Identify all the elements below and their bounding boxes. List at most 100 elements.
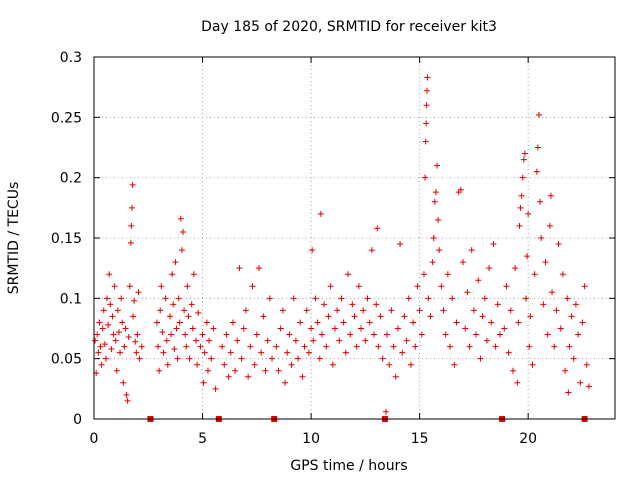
data-point — [425, 295, 432, 302]
data-point — [496, 331, 503, 338]
data-point — [564, 295, 571, 302]
data-point — [488, 319, 495, 326]
data-point — [282, 379, 289, 386]
data-point — [424, 87, 431, 94]
data-point — [494, 301, 501, 308]
data-point — [423, 120, 430, 127]
data-point — [106, 271, 113, 278]
data-point — [547, 192, 554, 199]
data-point — [374, 225, 381, 232]
data-point — [253, 331, 260, 338]
data-point — [117, 349, 124, 356]
data-point — [269, 355, 276, 362]
data-point — [366, 319, 373, 326]
x-axis-label: GPS time / hours — [290, 458, 407, 474]
y-tick-label: 0.1 — [60, 291, 82, 307]
data-point — [401, 313, 408, 320]
data-point — [410, 319, 417, 326]
data-point — [114, 307, 121, 314]
data-point — [286, 331, 293, 338]
data-point — [162, 295, 169, 302]
data-point — [134, 331, 141, 338]
data-point — [517, 204, 524, 211]
y-tick-label: 0 — [73, 412, 82, 428]
data-point — [540, 301, 547, 308]
y-axis-label: SRMTID / TECUs — [6, 182, 22, 295]
data-point — [521, 150, 528, 157]
data-point — [111, 283, 118, 290]
data-point — [251, 361, 258, 368]
data-point — [334, 307, 341, 314]
data-point — [537, 198, 544, 205]
data-point — [518, 192, 525, 199]
data-point — [166, 313, 173, 320]
data-point — [292, 337, 299, 344]
data-point — [308, 325, 315, 332]
data-point — [99, 325, 106, 332]
data-point — [168, 331, 175, 338]
data-point — [371, 331, 378, 338]
data-point — [284, 349, 291, 356]
data-point — [317, 210, 324, 217]
data-point — [206, 337, 213, 344]
data-point — [527, 313, 534, 320]
data-point — [358, 325, 365, 332]
data-point — [258, 349, 265, 356]
data-point — [420, 271, 427, 278]
data-point — [260, 313, 267, 320]
data-point — [96, 319, 103, 326]
data-point — [449, 295, 456, 302]
data-point — [273, 343, 280, 350]
data-point — [190, 271, 197, 278]
data-point — [240, 325, 247, 332]
data-point — [138, 343, 145, 350]
data-point — [208, 355, 215, 362]
data-point — [172, 259, 179, 266]
data-point — [129, 181, 136, 188]
data-point — [559, 271, 566, 278]
data-point — [375, 343, 382, 350]
data-point — [505, 349, 512, 356]
data-point — [432, 189, 439, 196]
data-point — [123, 391, 130, 398]
data-point — [507, 307, 514, 314]
data-point — [490, 241, 497, 248]
data-point — [204, 367, 211, 374]
data-point — [546, 222, 553, 229]
data-point — [132, 338, 139, 345]
data-point — [435, 216, 442, 223]
data-point — [122, 325, 129, 332]
data-point — [427, 313, 434, 320]
data-point — [512, 265, 519, 272]
data-point — [355, 283, 362, 290]
data-point — [156, 367, 163, 374]
data-point — [182, 331, 189, 338]
data-point — [153, 319, 160, 326]
data-point — [555, 241, 562, 248]
data-point — [526, 343, 533, 350]
data-point — [418, 331, 425, 338]
data-point — [566, 343, 573, 350]
data-point — [177, 215, 184, 222]
data-point — [238, 355, 245, 362]
data-point — [125, 333, 132, 340]
data-point — [236, 265, 243, 272]
data-point — [353, 343, 360, 350]
data-point — [219, 343, 226, 350]
data-point — [264, 337, 271, 344]
data-point — [232, 367, 239, 374]
data-point — [349, 301, 356, 308]
data-point — [124, 397, 131, 404]
data-point — [186, 355, 193, 362]
data-point — [581, 283, 588, 290]
data-point — [301, 343, 308, 350]
data-point — [189, 325, 196, 332]
data-point — [183, 343, 190, 350]
data-point — [514, 379, 521, 386]
data-point — [451, 361, 458, 368]
data-point — [440, 307, 447, 314]
data-point — [360, 307, 367, 314]
data-point — [475, 277, 482, 284]
data-point — [414, 283, 421, 290]
data-point — [229, 319, 236, 326]
